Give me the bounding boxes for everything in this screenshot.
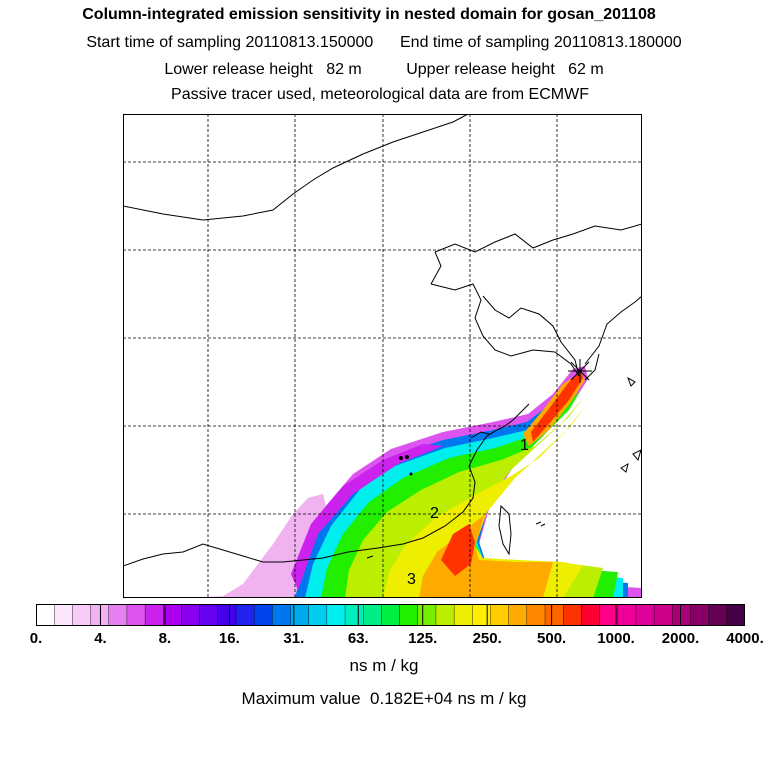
colorbar-cell	[599, 604, 619, 626]
colorbar-cell	[563, 604, 582, 626]
colorbar-cell	[199, 604, 219, 626]
colorbar-tick-label: 250.	[472, 630, 502, 647]
colorbar-cell	[726, 604, 745, 626]
colorbar-cell	[144, 604, 164, 626]
colorbar-cell	[472, 604, 492, 626]
colorbar-tick-label: 63.	[347, 630, 369, 647]
colorbar-cell	[581, 604, 601, 626]
lower-release-height: Lower release height 82 m	[164, 61, 362, 78]
colorbar-cell	[508, 604, 528, 626]
colorbar-cell	[490, 604, 510, 626]
colorbar-cell	[308, 604, 328, 626]
colorbar-cell	[435, 604, 455, 626]
colorbar-cell	[90, 604, 110, 626]
colorbar	[36, 604, 745, 626]
colorbar-cell	[708, 604, 728, 626]
release-heights: Lower release height 82 m Upper release …	[0, 61, 768, 79]
colorbar-cell	[417, 604, 437, 626]
colorbar-cell	[690, 604, 710, 626]
plume-label-2: 2	[430, 505, 439, 522]
colorbar-cell	[617, 604, 637, 626]
colorbar-cell	[53, 604, 73, 626]
colorbar-cell	[344, 604, 364, 626]
colorbar-cell	[363, 604, 383, 626]
colorbar-tick-label: 0.	[29, 630, 43, 647]
colorbar-cell	[235, 604, 255, 626]
colorbar-tick-label: 16.	[218, 630, 240, 647]
colorbar-cell	[253, 604, 273, 626]
colorbar-cell	[544, 604, 564, 626]
colorbar-cell	[163, 604, 183, 626]
sampling-start: Start time of sampling 20110813.150000	[86, 34, 374, 51]
colorbar-tick-label: 4.	[94, 630, 107, 647]
colorbar-cell	[453, 604, 473, 626]
colorbar-tick-label: 500.	[537, 630, 567, 647]
colorbar-cell	[326, 604, 346, 626]
upper-release-height: Upper release height 62 m	[406, 61, 604, 78]
colorbar-cell	[217, 604, 237, 626]
colorbar-cell	[36, 604, 55, 626]
colorbar-tick-label: 1000.	[597, 630, 635, 647]
colorbar-tick-label: 8.	[158, 630, 172, 647]
colorbar-cell	[672, 604, 692, 626]
colorbar-tick-label: 2000.	[661, 630, 700, 647]
colorbar-cell	[399, 604, 419, 626]
colorbar-cell	[272, 604, 292, 626]
coastlines	[123, 114, 642, 567]
sampling-end: End time of sampling 20110813.180000	[400, 34, 682, 51]
colorbar-cell	[290, 604, 310, 626]
colorbar-cell	[381, 604, 401, 626]
colorbar-cell	[635, 604, 655, 626]
plume-field	[193, 366, 642, 598]
colorbar-cell	[181, 604, 201, 626]
tracer-info: Passive tracer used, meteorological data…	[171, 86, 589, 103]
colorbar-cell	[108, 604, 128, 626]
sampling-times: Start time of sampling 20110813.150000 E…	[0, 34, 768, 52]
map-title: Column-integrated emission sensitivity i…	[82, 6, 656, 23]
map-frame	[123, 114, 642, 598]
maximum-value: Maximum value 0.182E+04 ns m / kg	[241, 689, 527, 708]
colorbar-tick-label: 4000.	[726, 630, 764, 647]
colorbar-tick-label: 125.	[408, 630, 438, 647]
station-star-icon	[568, 359, 592, 383]
colorbar-cell	[72, 604, 92, 626]
graticule	[123, 114, 642, 598]
colorbar-tick-label: 31.	[283, 630, 305, 647]
plume-label-3: 3	[407, 571, 416, 588]
colorbar-units: ns m / kg	[349, 656, 419, 675]
colorbar-cell	[126, 604, 146, 626]
colorbar-cell	[526, 604, 546, 626]
plume-label-1: 1	[520, 437, 529, 454]
sensitivity-map: 1 2 3	[123, 114, 642, 598]
colorbar-cell	[653, 604, 673, 626]
